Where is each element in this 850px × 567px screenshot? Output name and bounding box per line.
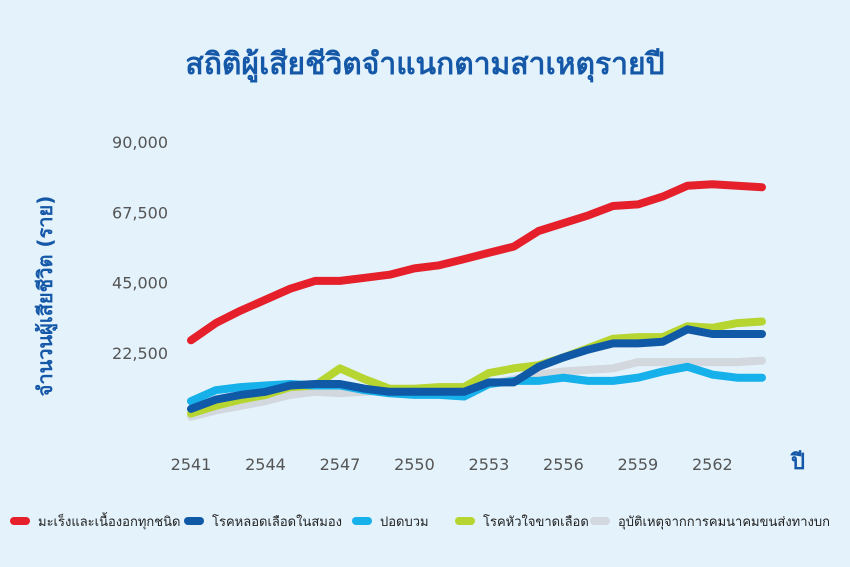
plot-area	[187, 180, 766, 421]
series-line-1	[187, 180, 766, 345]
legend-item: ปอดบวม	[352, 515, 429, 530]
legend: มะเร็งและเนื้องอกทุกชนิด โรคหลอดเลือดในสม…	[10, 512, 830, 530]
x-tick-label: 2553	[469, 455, 510, 474]
x-axis-ticks: 2541 2544 2547 2550 2553 2556 2559 2562	[171, 455, 733, 474]
y-tick-label: 45,000	[112, 274, 168, 293]
legend-label: โรคหลอดเลือดในสมอง	[212, 514, 342, 530]
x-tick-label: 2550	[394, 455, 435, 474]
x-tick-label: 2556	[543, 455, 584, 474]
legend-item: โรคหลอดเลือดในสมอง	[184, 514, 342, 530]
y-tick-label: 22,500	[112, 344, 168, 363]
x-axis-label: ปี	[790, 450, 805, 475]
y-tick-label: 90,000	[112, 133, 168, 152]
legend-label: อุบัติเหตุจากการคมนาคมขนส่งทางบก	[618, 515, 830, 530]
legend-item: มะเร็งและเนื้องอกทุกชนิด	[10, 512, 180, 530]
y-axis-label: จำนวนผู้เสียชีวิต (ราย)	[33, 196, 59, 397]
legend-item: โรคหัวใจขาดเลือด	[455, 514, 589, 530]
x-tick-label: 2541	[171, 455, 212, 474]
legend-label: ปอดบวม	[380, 515, 429, 530]
series-line-2	[187, 325, 766, 413]
x-tick-label: 2544	[245, 455, 286, 474]
x-tick-label: 2547	[320, 455, 361, 474]
y-tick-label: 67,500	[112, 203, 168, 222]
legend-item: อุบัติเหตุจากการคมนาคมขนส่งทางบก	[590, 515, 830, 530]
legend-label: โรคหัวใจขาดเลือด	[483, 514, 589, 530]
chart-title: สถิติผู้เสียชีวิตจำแนกตามสาเหตุรายปี	[185, 47, 664, 83]
y-axis-ticks: 22,500 45,000 67,500 90,000	[112, 133, 168, 363]
x-tick-label: 2559	[618, 455, 659, 474]
legend-label: มะเร็งและเนื้องอกทุกชนิด	[38, 512, 180, 530]
x-tick-label: 2562	[692, 455, 733, 474]
